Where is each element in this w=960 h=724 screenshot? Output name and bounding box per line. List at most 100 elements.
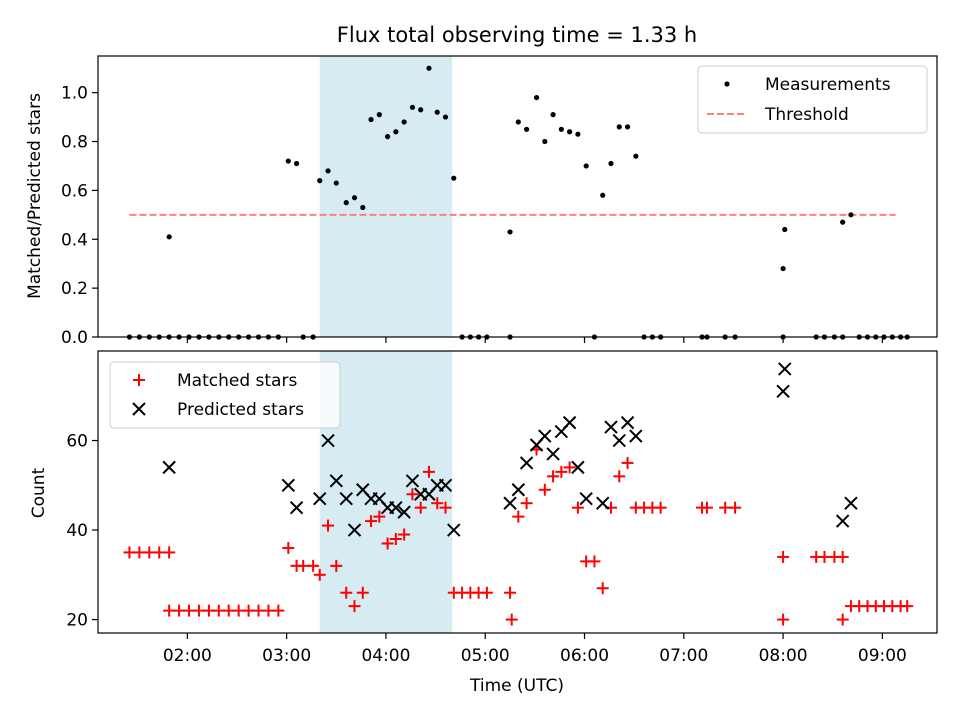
- measurement-point: [550, 112, 556, 118]
- matched-star-point: [777, 550, 790, 563]
- matched-star-point: [272, 604, 285, 617]
- top-panel: 0.0 0.2 0.4 0.6 0.8 1.0 Flux total observing …: [25, 23, 938, 348]
- legend-label-threshold: Threshold: [764, 105, 849, 125]
- matched-star-point: [356, 586, 369, 599]
- predicted-star-point: [389, 500, 403, 515]
- top-axes-frame: [97, 55, 938, 338]
- matched-star-point: [520, 497, 533, 510]
- bottom-y-ticks: 20 40 60: [66, 432, 98, 631]
- predicted-star-point: [313, 492, 327, 506]
- measurement-point: [608, 160, 614, 167]
- matched-star-point: [322, 519, 335, 532]
- legend-label-measurements: Measurements: [765, 75, 891, 95]
- predicted-star-point: [321, 433, 335, 448]
- predicted-star-point: [289, 500, 304, 515]
- x-tick-label: 02:00: [163, 646, 212, 666]
- matched-star-point: [414, 501, 427, 514]
- measurement-point: [401, 119, 407, 125]
- matched-star-point: [389, 533, 402, 545]
- predicted-star-point: [162, 460, 176, 475]
- x-tick-label: 07:00: [659, 646, 708, 666]
- predicted-star-point: [835, 514, 850, 528]
- predicted-star-point: [612, 433, 626, 448]
- legend-marker-predicted: [132, 402, 146, 416]
- predicted-star-point: [778, 362, 792, 376]
- matched-star-point: [348, 600, 361, 613]
- measurement-point: [333, 180, 339, 186]
- matched-star-point: [729, 501, 742, 514]
- measurement-point: [782, 226, 788, 233]
- matched-star-point: [588, 555, 601, 568]
- predicted-star-point: [620, 415, 635, 430]
- measurement-point: [317, 178, 323, 184]
- matched-star-point: [613, 470, 626, 483]
- bottom-y-axis-label: Count: [29, 467, 49, 518]
- matched-star-point: [504, 586, 517, 599]
- x-tick-label: 06:00: [560, 646, 609, 666]
- predicted-star-point: [546, 447, 560, 461]
- predicted-star-point: [596, 496, 610, 510]
- measurement-point: [166, 234, 172, 240]
- matched-star-point: [480, 586, 493, 599]
- matched-star-point: [777, 613, 790, 626]
- measurement-point: [558, 126, 564, 132]
- top-y-ticks: 0.0 0.2 0.4 0.6 0.8 1.0: [61, 84, 98, 348]
- measurement-point: [633, 153, 639, 159]
- measurement-point: [409, 104, 416, 110]
- predicted-star-point: [397, 505, 411, 519]
- matched-star-point: [555, 465, 568, 478]
- matched-star-point: [163, 546, 176, 559]
- matched-star-point: [700, 501, 713, 514]
- predicted-star-point: [571, 460, 585, 475]
- bottom-y-tick-label: 20: [66, 611, 88, 631]
- matched-star-point: [330, 559, 343, 572]
- bottom-legend: Matched stars Predicted stars: [109, 361, 341, 429]
- matched-star-point: [901, 600, 914, 613]
- top-legend: Measurements Threshold: [697, 65, 928, 134]
- x-tick-label: 08:00: [759, 646, 808, 666]
- predicted-star-point: [503, 496, 517, 510]
- predicted-star-point: [329, 474, 344, 488]
- predicted-star-point: [604, 420, 618, 434]
- top-highlight-span: [319, 56, 453, 337]
- bottom-panel: 20 40 60 02:00 03:00 04:00 05:00 06:00 07:00 08:…: [29, 350, 938, 696]
- measurement-point: [434, 109, 440, 115]
- x-axis-label: Time (UTC): [469, 676, 564, 696]
- matched-star-point: [307, 559, 320, 572]
- matched-star-point: [563, 461, 576, 474]
- measurement-point: [376, 112, 382, 118]
- matched-star-point: [439, 501, 452, 514]
- measurement-point: [624, 124, 631, 130]
- predicted-star-point: [447, 523, 461, 537]
- matched-star-point: [596, 582, 609, 595]
- measurement-point: [600, 192, 606, 198]
- measurement-point: [542, 138, 548, 145]
- matched-star-point: [398, 528, 411, 541]
- predicted-star-point: [844, 496, 858, 510]
- top-y-tick-label: 0.0: [61, 328, 88, 348]
- top-y-tick-label: 0.8: [61, 133, 88, 153]
- measurement-point: [426, 65, 432, 71]
- predicted-star-point: [579, 492, 593, 506]
- x-tick-label: 03:00: [262, 646, 311, 666]
- matched-stars-points: [123, 443, 914, 626]
- predicted-star-point: [629, 429, 643, 443]
- top-y-tick-label: 0.6: [61, 181, 88, 201]
- legend-label-matched: Matched stars: [177, 371, 297, 391]
- measurement-point: [393, 129, 399, 135]
- x-tick-label: 09:00: [858, 646, 907, 666]
- top-x-ticks: [186, 337, 883, 343]
- measurement-point: [780, 265, 786, 272]
- predicted-stars-points: [162, 362, 858, 537]
- predicted-star-point: [281, 478, 296, 492]
- matched-star-point: [431, 497, 444, 510]
- measurement-point: [343, 200, 349, 206]
- bottom-x-ticks: 02:00 03:00 04:00 05:00 06:00 07:00 08:00 09:00: [163, 633, 907, 666]
- matched-star-point: [571, 501, 584, 514]
- matched-star-point: [512, 510, 525, 523]
- matched-star-point: [654, 501, 667, 514]
- matched-star-point: [365, 515, 378, 528]
- top-y-axis-label: Matched/Predicted stars: [25, 93, 45, 299]
- measurement-point: [507, 229, 513, 235]
